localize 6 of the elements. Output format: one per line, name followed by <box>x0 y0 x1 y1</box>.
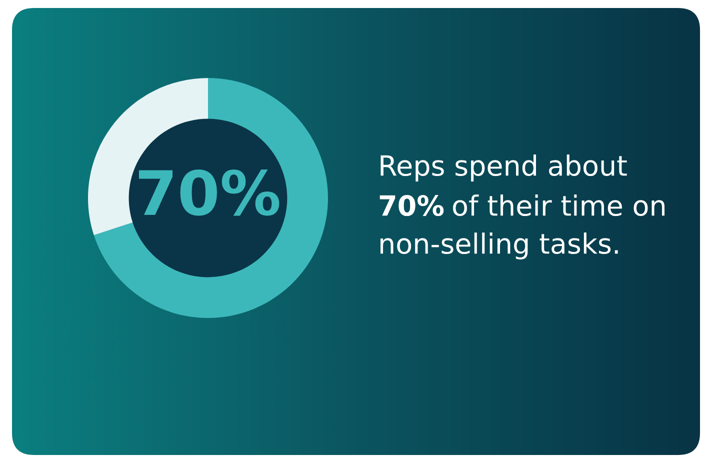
text: 70% <box>380 195 444 216</box>
text: of their time on <box>453 194 664 216</box>
text: non-selling tasks. <box>380 232 618 260</box>
donut-slice <box>94 78 328 318</box>
text: Reps spend about <box>380 154 627 182</box>
data-label: 70% <box>138 170 280 216</box>
